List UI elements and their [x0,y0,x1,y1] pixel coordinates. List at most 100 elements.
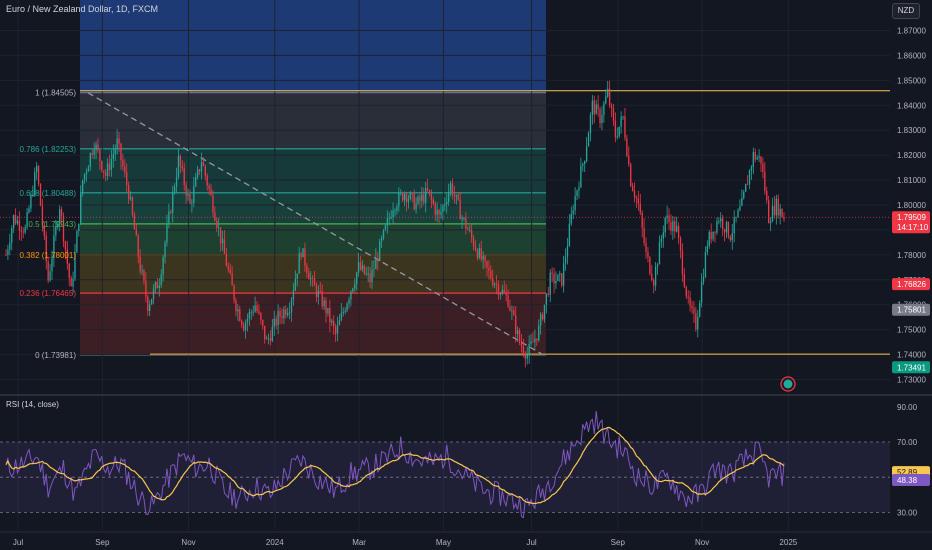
candle-body [11,228,13,243]
candle-body [741,197,743,206]
candle-body [9,242,11,250]
rsi-title[interactable]: RSI (14, close) [6,400,59,409]
price-badge[interactable] [892,361,930,374]
price-badge[interactable] [892,278,930,291]
candle-body [660,238,663,243]
candle-body [277,311,279,326]
candle-body [118,138,120,144]
candle-body [338,320,341,326]
candle-body [55,226,57,236]
candle-body [187,193,189,196]
candle-body [160,274,162,286]
candle-body [185,185,187,196]
candle-body [507,295,509,307]
candle-body [183,168,185,186]
candle-body [474,246,477,251]
candle-body [534,338,536,342]
rsi-badge-label: 52.89 [897,468,918,477]
price-badge[interactable] [892,303,930,316]
candle-body [233,285,235,301]
candle-body [254,305,256,312]
candle-body [702,276,705,282]
trend-lines[interactable] [0,90,890,355]
candle-body [405,194,408,203]
candle-body [175,176,178,187]
candle-body [601,115,603,124]
candle-body [166,224,168,243]
candle-body [398,192,400,207]
candle-body [369,273,371,282]
candle-body [515,315,517,334]
price-badge[interactable] [892,211,930,234]
candle-body [108,163,111,170]
candle-body [133,214,136,230]
candle-body [241,320,243,326]
candle-body [501,289,503,294]
price-axis[interactable]: 1.87000 1.86000 1.85000 1.84000 1.83000 1.820… [890,0,932,550]
candle-body [630,164,632,186]
candle-body [576,190,578,196]
fib-zone [80,223,546,255]
candle-body [139,256,141,272]
candle-body [568,223,571,246]
candle-body [497,284,500,295]
candle-body [633,190,636,198]
fib-level-label: 0.236 (1.76465) [20,289,77,298]
time-axis[interactable]: Jul Sep Nov 2024 Mar May Jul Sep Nov 2025 [0,531,932,547]
time-tick-label: Nov [695,538,709,547]
candle-body [103,170,105,173]
candle-body [570,213,572,224]
candle-body [356,272,358,285]
candle-body [620,117,622,127]
currency-button[interactable]: NZD [892,3,920,19]
candle-body [476,250,479,258]
candle-body [714,231,716,233]
candle-body [39,184,42,206]
candle-body [28,208,30,213]
price-tick-label: 1.80000 [897,201,926,210]
candle-body [172,191,174,213]
candle-body [367,273,369,275]
fib-trend-line[interactable] [87,92,543,355]
rsi-pane[interactable] [0,394,932,519]
candle-body [74,252,76,279]
candle-body [170,211,172,213]
candle-body [756,157,758,160]
price-tick-label: 1.75000 [897,326,926,335]
candle-body [392,210,394,218]
candle-body [85,171,88,175]
fibonacci-retracement[interactable] [80,0,546,356]
candle-body [101,160,103,171]
candle-body [580,165,582,188]
candle-body [643,227,645,243]
candle-body [388,217,390,219]
candle-body [149,304,151,311]
candle-body [373,268,375,270]
price-tick-label: 1.81000 [897,176,926,185]
symbol-title[interactable]: Euro / New Zealand Dollar, 1D, FXCM [6,4,159,14]
candle-body [275,318,277,326]
candle-body [81,180,84,194]
candle-body [457,194,459,200]
rsi-badge[interactable] [892,474,930,487]
candle-body [478,247,480,258]
candle-body [262,320,264,326]
candle-body [779,208,781,216]
rsi-line [5,410,785,519]
candle-body [344,310,346,312]
candle-body [685,286,687,297]
price-tick-label: 1.78000 [897,251,926,260]
candle-body [131,197,134,215]
candle-body [436,210,438,215]
candle-body [700,281,703,304]
candle-body [662,232,664,239]
candle-body [248,312,251,319]
candle-body [559,273,561,275]
rsi-tick-label: 70.00 [897,438,918,447]
tradingview-logo-icon[interactable] [780,376,796,392]
candle-body [346,303,348,311]
candle-body [499,293,502,295]
candle-body [444,204,446,206]
